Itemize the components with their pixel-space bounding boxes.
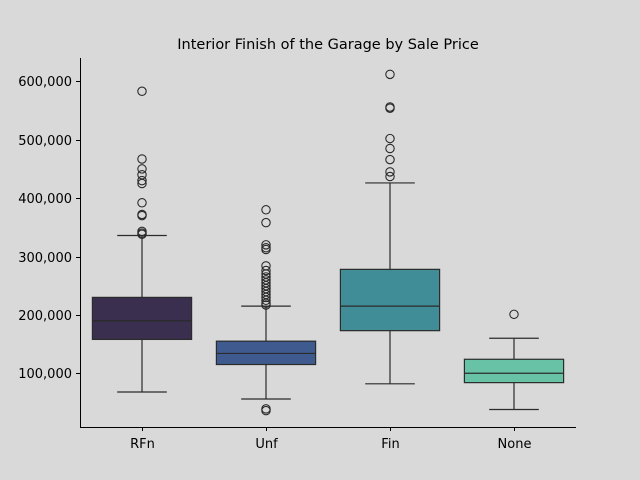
outlier-point [261, 240, 271, 250]
outlier-point [137, 175, 147, 186]
outlier-point [137, 198, 147, 208]
plot-area: 100,000 200,000 300,000 400,000 500,000 600,0… [18, 69, 565, 452]
outlier-point [385, 171, 395, 182]
outlier-point [385, 143, 395, 154]
outlier-point [261, 244, 271, 255]
box-none [463, 358, 565, 384]
x-tick-label: None [498, 437, 532, 452]
y-tick-label: 300,000 [18, 251, 72, 266]
chart-title: Interior Finish of the Garage by Sale Pr… [177, 37, 479, 53]
outlier-point [385, 69, 395, 80]
y-tick-label: 100,000 [18, 367, 72, 382]
y-tick-label: 500,000 [18, 134, 72, 149]
outlier-point [385, 133, 395, 144]
outlier-point [137, 154, 147, 164]
outlier-point [385, 103, 395, 113]
outlier-point [261, 217, 271, 228]
outlier-point [385, 154, 395, 165]
y-tick-label: 400,000 [18, 192, 72, 207]
box-fin [339, 268, 441, 332]
outlier-point [385, 167, 395, 177]
box-rfn [91, 296, 193, 341]
x-tick-label: Fin [381, 437, 399, 452]
x-tick-label: Unf [255, 437, 278, 452]
outlier-point [137, 86, 147, 97]
y-tick-label: 200,000 [18, 309, 72, 324]
outlier-point [137, 178, 147, 189]
outlier-point [137, 164, 147, 174]
outlier-point [261, 295, 271, 306]
outlier-point [509, 309, 519, 320]
outlier-point [261, 405, 271, 416]
outlier-point [137, 210, 147, 221]
outlier-point [261, 205, 271, 215]
outlier-point [261, 265, 271, 276]
outlier-point [261, 292, 271, 303]
x-tick-label: RFn [130, 437, 155, 452]
outlier-point [137, 229, 147, 240]
y-tick-label: 600,000 [18, 75, 72, 90]
outlier-point [261, 300, 271, 310]
